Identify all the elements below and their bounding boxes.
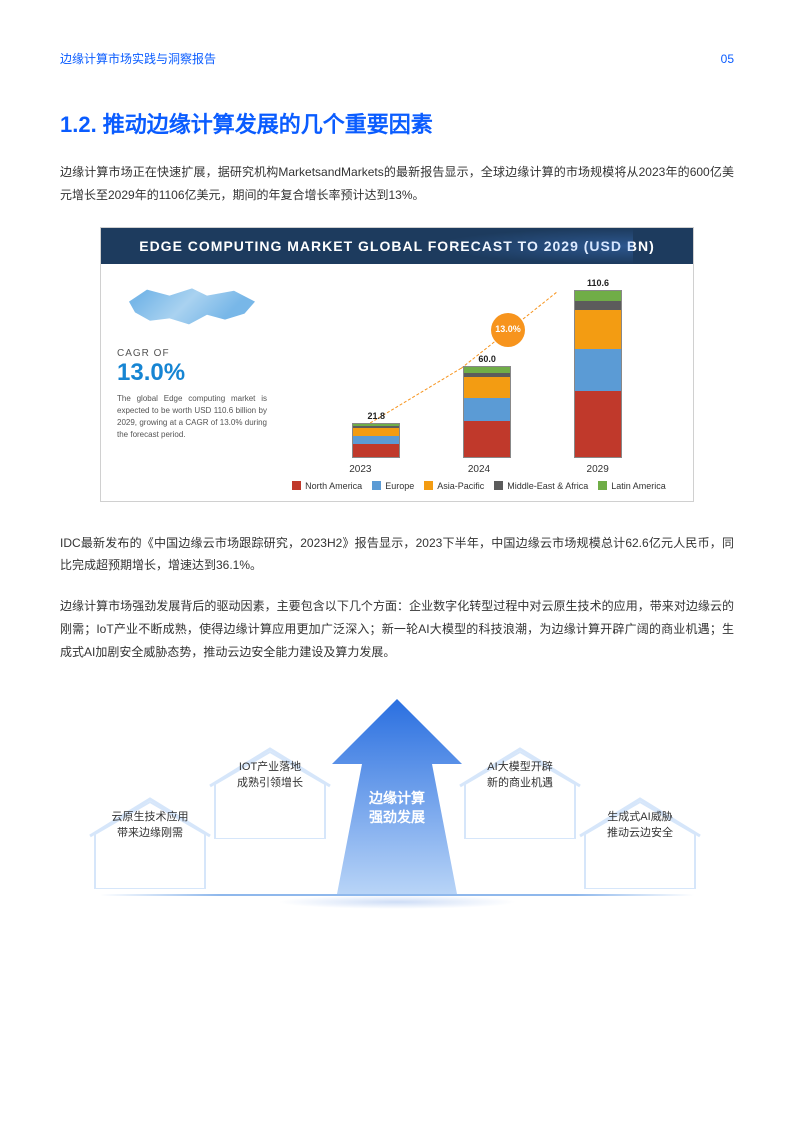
legend-item: Latin America (598, 481, 666, 491)
legend-swatch (598, 481, 607, 490)
legend-label: Latin America (611, 481, 666, 491)
bar-segment (575, 291, 621, 302)
driver-label: 云原生技术应用带来边缘刚需 (90, 809, 210, 842)
driver-label: 生成式AI威胁推动云边安全 (580, 809, 700, 842)
page-number: 05 (721, 52, 734, 66)
legend-swatch (372, 481, 381, 490)
driver-label: IOT产业落地成熟引领增长 (210, 759, 330, 792)
legend-label: Middle-East & Africa (507, 481, 588, 491)
x-axis-label: 2029 (587, 464, 609, 475)
paragraph-3: 边缘计算市场强劲发展背后的驱动因素，主要包含以下几个方面：企业数字化转型过程中对… (60, 595, 734, 663)
bar-total-label: 21.8 (346, 411, 406, 421)
bar-total-label: 60.0 (457, 354, 517, 364)
center-text-line2: 强劲发展 (369, 809, 425, 825)
legend-item: North America (292, 481, 362, 491)
section-title: 1.2. 推动边缘计算发展的几个重要因素 (60, 107, 734, 139)
legend-label: Europe (385, 481, 414, 491)
bar-segment (575, 301, 621, 309)
bar-segment (353, 444, 399, 457)
bar-segment (464, 421, 510, 457)
drivers-infographic: 云原生技术应用带来边缘刚需01IOT产业落地成熟引领增长02AI大模型开辟新的商… (80, 694, 714, 914)
cagr-label: CAGR OF (117, 348, 267, 359)
legend-label: Asia-Pacific (437, 481, 484, 491)
legend-item: Asia-Pacific (424, 481, 484, 491)
page-header: 边缘计算市场实践与洞察报告 05 (60, 50, 734, 67)
legend-swatch (494, 481, 503, 490)
paragraph-2: IDC最新发布的《中国边缘云市场跟踪研究，2023H2》报告显示，2023下半年… (60, 532, 734, 578)
bar-segment (575, 391, 621, 457)
chart-legend: North America Europe Asia-Pacific Middle-Ea… (281, 481, 677, 491)
legend-item: Middle-East & Africa (494, 481, 588, 491)
center-text-line1: 边缘计算 (369, 790, 425, 806)
cagr-description: The global Edge computing market is expe… (117, 393, 267, 441)
bar-segment (464, 398, 510, 421)
bar-2023 (352, 423, 400, 458)
bar-2024 (463, 366, 511, 458)
bar-segment (464, 377, 510, 398)
chart-plot: 13.0% 21.8 60.0 110.6 2023 2024 2029 North Am… (281, 278, 677, 491)
bar-segment (575, 349, 621, 391)
chart-x-axis: 2023 2024 2029 (281, 464, 677, 475)
center-text: 边缘计算 强劲发展 (347, 789, 447, 828)
chart-title: EDGE COMPUTING MARKET GLOBAL FORECAST TO… (101, 228, 693, 264)
x-axis-label: 2023 (349, 464, 371, 475)
bar-segment (353, 436, 399, 444)
bar-total-label: 110.6 (568, 278, 628, 288)
world-map-icon (117, 278, 267, 338)
driver-label: AI大模型开辟新的商业机遇 (460, 759, 580, 792)
bar-2029 (574, 290, 622, 458)
cagr-bubble: 13.0% (491, 313, 525, 347)
legend-item: Europe (372, 481, 414, 491)
x-axis-label: 2024 (468, 464, 490, 475)
legend-swatch (424, 481, 433, 490)
legend-swatch (292, 481, 301, 490)
intro-paragraph-1: 边缘计算市场正在快速扩展，据研究机构MarketsandMarkets的最新报告… (60, 161, 734, 207)
cagr-value: 13.0% (117, 359, 267, 387)
market-forecast-chart: EDGE COMPUTING MARKET GLOBAL FORECAST TO… (100, 227, 694, 502)
legend-label: North America (305, 481, 362, 491)
bar-segment (575, 310, 621, 349)
chart-sidebar: CAGR OF 13.0% The global Edge computing … (117, 278, 267, 491)
bar-segment (353, 428, 399, 436)
header-title: 边缘计算市场实践与洞察报告 (60, 50, 216, 67)
